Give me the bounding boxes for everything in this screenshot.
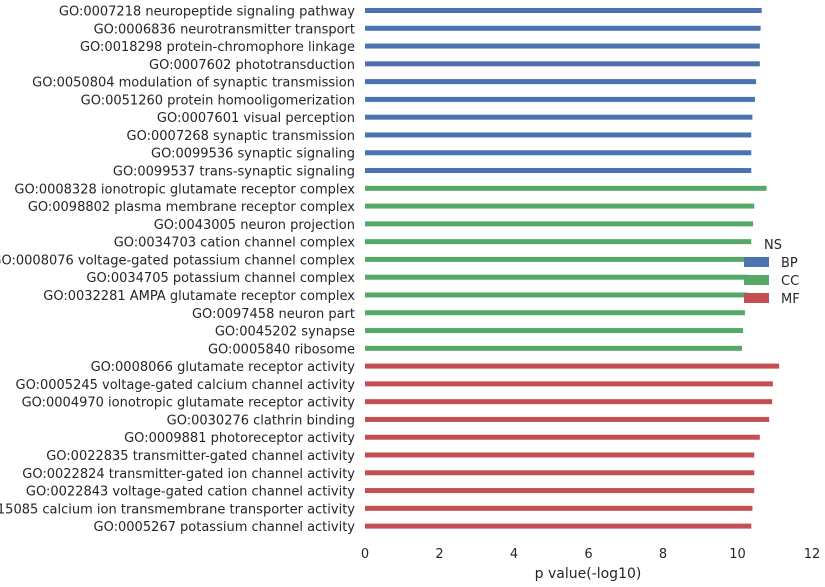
legend-swatch [744, 275, 769, 285]
legend-swatch [744, 257, 769, 267]
bar [365, 363, 780, 369]
bar [365, 345, 742, 351]
category-label: GO:0043005 neuron projection [154, 218, 355, 233]
category-label: GO:0051260 protein homooligomerization [81, 93, 355, 108]
bar [365, 452, 755, 458]
category-label: GO:0008066 glutamate receptor activity [91, 360, 356, 375]
category-label: GO:0005245 voltage-gated calcium channel… [16, 378, 356, 393]
bar [365, 256, 750, 262]
category-label: GO:0097458 neuron part [192, 307, 355, 322]
bar [365, 221, 754, 227]
legend-label: CC [781, 274, 799, 289]
category-label: GO:0022824 transmitter-gated ion channel… [22, 467, 355, 482]
category-label: GO:0007601 visual perception [157, 111, 355, 126]
category-label: GO:0007268 synaptic transmission [127, 129, 355, 144]
bar [365, 328, 744, 334]
x-tick-label: 10 [729, 547, 746, 562]
x-tick-label: 2 [435, 547, 443, 562]
bar [365, 505, 753, 511]
bar [365, 150, 752, 156]
bar [365, 8, 762, 13]
bar [365, 274, 749, 280]
category-label: GO:0004970 ionotropic glutamate receptor… [22, 396, 356, 411]
bar [365, 381, 773, 387]
category-label: GO:0009881 photoreceptor activity [124, 431, 355, 446]
x-axis-title: p value(-log10) [535, 566, 642, 582]
category-label: GO:0050804 modulation of synaptic transm… [32, 76, 355, 91]
bar [365, 79, 757, 85]
bar [365, 203, 755, 209]
bar [365, 132, 752, 138]
category-label: GO:0015085 calcium ion transmembrane tra… [0, 502, 355, 517]
bar [365, 185, 767, 191]
category-label: GO:0008076 voltage-gated potassium chann… [0, 253, 355, 268]
bar [365, 434, 760, 440]
category-label: GO:0006836 neurotransmitter transport [94, 22, 355, 37]
bar [365, 96, 756, 102]
category-label: GO:0022835 transmitter-gated channel act… [46, 449, 355, 464]
bar [365, 488, 755, 494]
bar [365, 61, 760, 67]
bar [365, 114, 753, 120]
category-label: GO:0030276 clathrin binding [167, 413, 355, 428]
bar [365, 470, 755, 476]
category-label: GO:0045202 synapse [215, 325, 355, 340]
category-label: GO:0034705 potassium channel complex [86, 271, 355, 286]
bar [365, 43, 760, 49]
legend-swatch [744, 293, 769, 303]
category-label: GO:0034703 cation channel complex [114, 236, 356, 251]
legend-label: BP [781, 256, 798, 271]
bar [365, 168, 752, 174]
bar [365, 292, 748, 298]
category-label: GO:0099537 trans-synaptic signaling [113, 165, 355, 180]
category-label: GO:0018298 protein-chromophore linkage [80, 40, 355, 55]
bar [365, 310, 745, 316]
bar [365, 523, 752, 529]
legend-title: NS [764, 238, 782, 253]
category-label: GO:0008328 ionotropic glutamate receptor… [14, 182, 355, 197]
bar [365, 25, 761, 31]
x-tick-label: 4 [510, 547, 518, 562]
x-tick-label: 0 [361, 547, 369, 562]
bar [365, 416, 770, 422]
x-tick-label: 8 [659, 547, 667, 562]
bars-group [365, 8, 780, 529]
category-label: GO:0099536 synaptic signaling [151, 147, 355, 162]
category-label: GO:0098802 plasma membrane receptor comp… [28, 200, 355, 215]
category-label: GO:0032281 AMPA glutamate receptor compl… [43, 289, 355, 304]
category-label: GO:0007218 neuropeptide signaling pathwa… [59, 5, 355, 20]
category-labels: GO:0007218 neuropeptide signaling pathwa… [0, 5, 355, 536]
category-label: GO:0005840 ribosome [208, 342, 355, 357]
bar [365, 399, 773, 405]
x-tick-label: 12 [804, 547, 821, 562]
legend: NS BP CC MF [744, 238, 800, 307]
category-label: GO:0005267 potassium channel activity [94, 520, 356, 535]
bar [365, 239, 752, 245]
category-label: GO:0022843 voltage-gated cation channel … [26, 485, 355, 500]
category-label: GO:0007602 phototransduction [149, 58, 355, 73]
x-tick-label: 6 [584, 547, 592, 562]
x-axis-ticks: 0 2 4 6 8 10 12 [361, 547, 820, 562]
legend-label: MF [781, 292, 800, 307]
